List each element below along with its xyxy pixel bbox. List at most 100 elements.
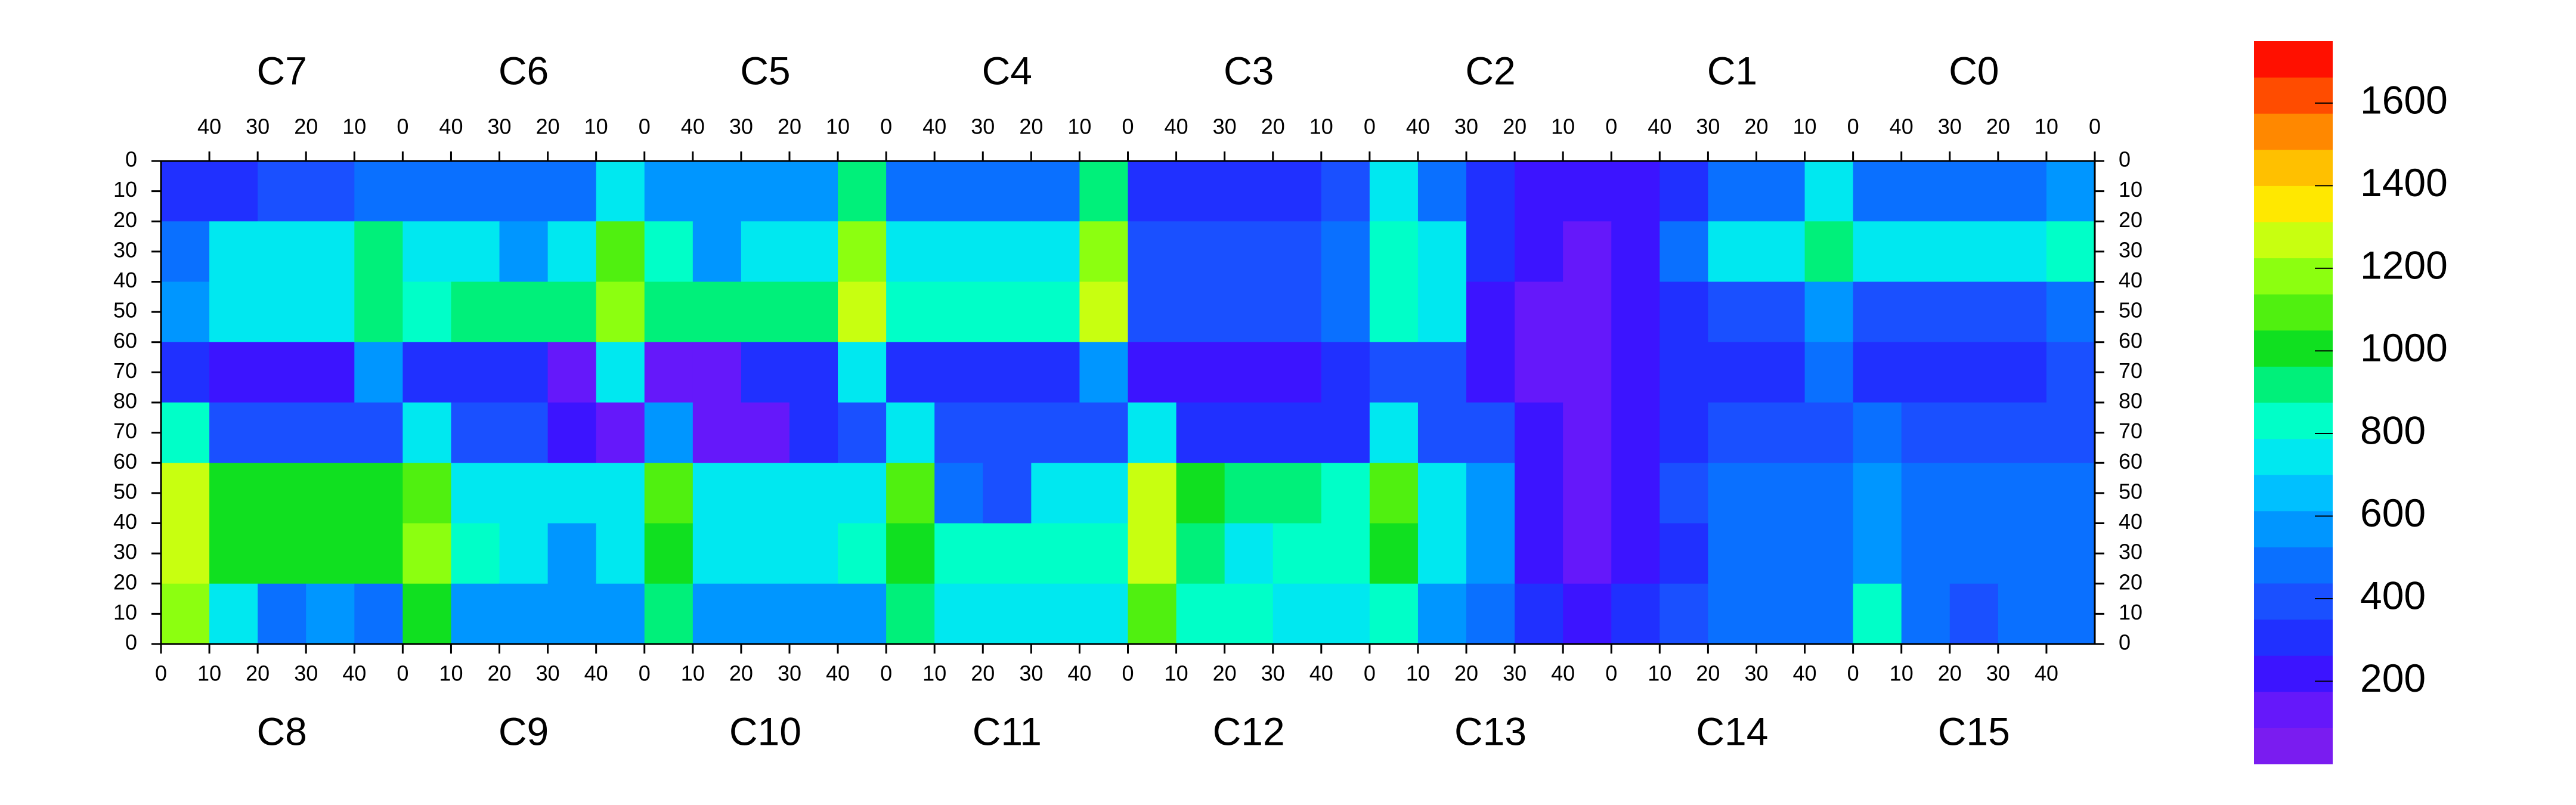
heatmap-cell	[1901, 583, 1950, 645]
y-tick-label: 40	[113, 268, 137, 292]
heatmap-cell	[1949, 221, 1999, 282]
heatmap-cell	[1176, 342, 1225, 403]
x-tick-label: 40	[1793, 661, 1817, 686]
colorbar-tick-label: 200	[2360, 656, 2426, 700]
x-tick-label: 40	[439, 114, 463, 139]
x-tick-label: 30	[729, 114, 753, 139]
y-tick-label: 70	[113, 419, 137, 443]
heatmap-cell	[161, 161, 210, 222]
y-tick-label: 20	[113, 208, 137, 232]
x-tick-label: 0	[1605, 661, 1617, 686]
heatmap-cell	[789, 523, 838, 584]
heatmap-cell	[1901, 161, 1950, 222]
y-tick-label: 40	[2119, 509, 2142, 534]
heatmap-cell	[547, 342, 597, 403]
heatmap-cell	[692, 463, 742, 524]
heatmap-cell	[1853, 402, 1902, 463]
heatmap-cell	[1272, 161, 1322, 222]
heatmap-cell	[451, 523, 500, 584]
heatmap-cell	[1224, 161, 1274, 222]
heatmap-cell	[1176, 402, 1225, 463]
heatmap-cell	[1901, 221, 1950, 282]
heatmap-cell	[741, 463, 790, 524]
colorbar-band	[2254, 113, 2333, 150]
heatmap-cell	[1949, 281, 1999, 343]
heatmap-cell	[789, 583, 838, 645]
x-tick-label: 30	[1019, 661, 1043, 686]
x-tick-label: 20	[294, 114, 318, 139]
heatmap-cell	[1659, 281, 1708, 343]
x-tick-label: 0	[1364, 661, 1376, 686]
heatmap-cell	[1417, 221, 1467, 282]
heatmap-cell	[1563, 583, 1612, 645]
x-tick-label: 10	[342, 114, 366, 139]
heatmap-cell	[886, 161, 935, 222]
heatmap-cell	[402, 221, 451, 282]
colorbar-band	[2254, 619, 2333, 656]
x-tick-label: 10	[1648, 661, 1671, 686]
heatmap-cell	[886, 402, 935, 463]
heatmap-cell	[983, 523, 1032, 584]
heatmap-cell	[1224, 221, 1274, 282]
heatmap-cell	[1176, 161, 1225, 222]
heatmap-cell	[1611, 342, 1660, 403]
heatmap-cell	[1079, 221, 1128, 282]
heatmap-cell	[2046, 161, 2095, 222]
heatmap-cell	[934, 583, 983, 645]
chip-label: C0	[1949, 48, 1999, 92]
heatmap-cell	[499, 402, 549, 463]
y-tick-label: 60	[2119, 328, 2142, 352]
heatmap-cell	[547, 583, 597, 645]
heatmap-cell	[354, 463, 403, 524]
heatmap-cell	[1272, 402, 1322, 463]
x-tick-label: 20	[246, 661, 270, 686]
heatmap-cell	[644, 463, 693, 524]
heatmap-cell	[2046, 342, 2095, 403]
heatmap-cell	[306, 281, 355, 343]
heatmap-cell	[596, 402, 645, 463]
x-tick-label: 0	[397, 114, 408, 139]
heatmap-cell	[741, 281, 790, 343]
x-tick-label: 10	[1793, 114, 1817, 139]
heatmap-cell	[354, 402, 403, 463]
heatmap-cell	[1466, 281, 1515, 343]
heatmap-cell	[1998, 342, 2047, 403]
heatmap-cell	[209, 221, 258, 282]
y-tick-label: 80	[113, 389, 137, 413]
heatmap-cell	[258, 342, 306, 403]
heatmap-cell	[644, 281, 693, 343]
colorbar-band	[2254, 583, 2333, 620]
heatmap-cell	[354, 281, 403, 343]
heatmap-cell	[1853, 281, 1902, 343]
y-tick-label: 50	[113, 479, 137, 503]
heatmap-cell	[1901, 463, 1950, 524]
heatmap-cell	[1079, 281, 1128, 343]
heatmap-cell	[1563, 342, 1612, 403]
heatmap-cell	[1031, 583, 1080, 645]
heatmap-cell	[1708, 402, 1757, 463]
heatmap-cell	[644, 583, 693, 645]
heatmap-cell	[161, 342, 210, 403]
heatmap-cell	[1466, 523, 1515, 584]
heatmap-cell	[1079, 463, 1128, 524]
heatmap-cell	[1272, 281, 1322, 343]
heatmap-cell	[1466, 221, 1515, 282]
x-tick-label: 30	[1986, 661, 2010, 686]
x-tick-label: 0	[880, 114, 892, 139]
heatmap-cell	[1031, 281, 1080, 343]
x-tick-label: 30	[1454, 114, 1478, 139]
heatmap-cell	[1708, 463, 1757, 524]
heatmap-cell	[596, 583, 645, 645]
chip-label: C3	[1224, 48, 1274, 92]
heatmap-cell	[1708, 221, 1757, 282]
colorbar-band	[2254, 510, 2333, 547]
heatmap-cell	[644, 161, 693, 222]
heatmap-cell	[741, 402, 790, 463]
heatmap-cell	[1224, 463, 1274, 524]
heatmap-cell	[451, 583, 500, 645]
heatmap-cell	[1853, 221, 1902, 282]
chip-label: C12	[1213, 709, 1285, 753]
heatmap-cell	[1369, 161, 1419, 222]
x-tick-label: 10	[1067, 114, 1091, 139]
